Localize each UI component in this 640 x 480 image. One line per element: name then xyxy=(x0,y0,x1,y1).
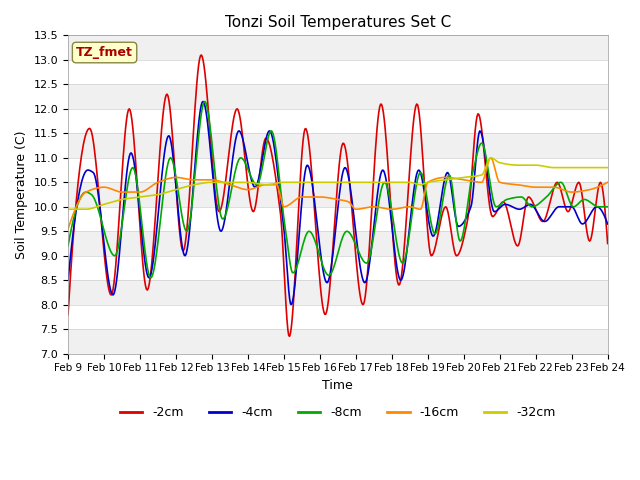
Bar xyxy=(68,231,607,256)
Bar xyxy=(68,60,607,84)
Bar xyxy=(68,133,607,158)
Bar xyxy=(68,36,607,60)
Bar xyxy=(68,280,607,305)
Title: Tonzi Soil Temperatures Set C: Tonzi Soil Temperatures Set C xyxy=(225,15,451,30)
Y-axis label: Soil Temperature (C): Soil Temperature (C) xyxy=(15,130,28,259)
Bar xyxy=(68,84,607,109)
Bar xyxy=(68,158,607,182)
Bar xyxy=(68,305,607,329)
Bar xyxy=(68,256,607,280)
Bar xyxy=(68,182,607,207)
X-axis label: Time: Time xyxy=(323,379,353,392)
Bar xyxy=(68,109,607,133)
Text: TZ_fmet: TZ_fmet xyxy=(76,46,133,59)
Bar xyxy=(68,207,607,231)
Legend: -2cm, -4cm, -8cm, -16cm, -32cm: -2cm, -4cm, -8cm, -16cm, -32cm xyxy=(115,401,561,424)
Bar xyxy=(68,329,607,354)
